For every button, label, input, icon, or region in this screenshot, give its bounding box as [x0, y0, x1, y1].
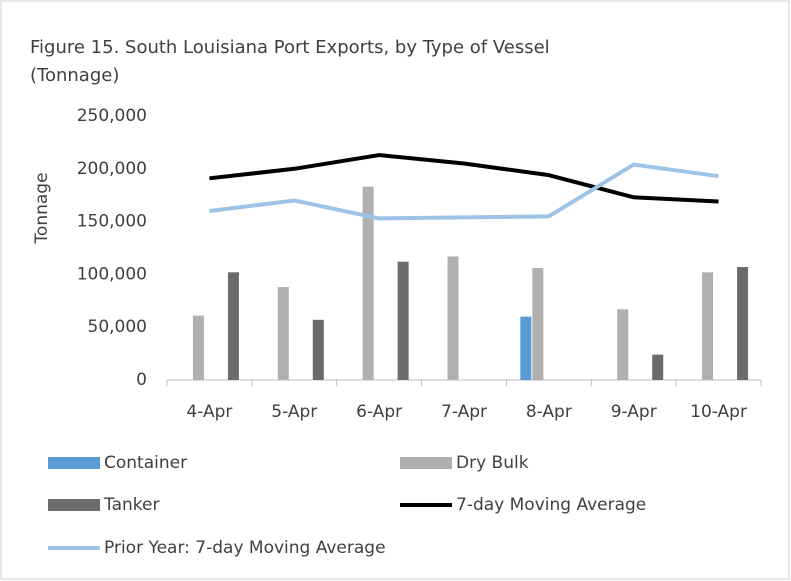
- y-tick-label: 150,000: [77, 212, 147, 232]
- bar: [702, 272, 714, 380]
- legend-swatch: [48, 457, 100, 469]
- bar: [737, 267, 749, 380]
- y-tick-label: 250,000: [77, 106, 147, 126]
- x-tick-label: 4-Apr: [186, 402, 232, 422]
- legend-label: Prior Year: 7-day Moving Average: [104, 538, 386, 558]
- y-tick-label: 50,000: [88, 317, 147, 337]
- bar: [192, 315, 204, 380]
- y-tick-label: 200,000: [77, 159, 147, 179]
- chart-title: Figure 15. South Louisiana Port Exports,…: [30, 37, 550, 86]
- line: [209, 153, 719, 204]
- y-tick-label: 0: [136, 370, 147, 390]
- legend-swatch: [48, 499, 100, 511]
- bar: [617, 309, 629, 380]
- y-axis-label: Tonnage: [32, 172, 52, 244]
- bar: [227, 272, 239, 380]
- bar: [532, 268, 544, 380]
- x-tick-label: 7-Apr: [441, 402, 487, 422]
- legend-label: Container: [104, 453, 187, 473]
- x-tick-label: 10-Apr: [690, 402, 747, 422]
- legend-label: Dry Bulk: [456, 453, 529, 473]
- bar: [277, 287, 289, 380]
- y-tick-label: 100,000: [77, 264, 147, 284]
- bar: [362, 186, 374, 380]
- x-tick-label: 6-Apr: [356, 402, 402, 422]
- line: [209, 162, 719, 221]
- x-tick-label: 5-Apr: [271, 402, 317, 422]
- bar: [312, 319, 324, 380]
- x-tick-label: 8-Apr: [526, 402, 572, 422]
- x-tick-label: 9-Apr: [611, 402, 657, 422]
- bar: [652, 354, 664, 380]
- bar: [447, 256, 459, 380]
- bar: [520, 316, 532, 380]
- legend-label: 7-day Moving Average: [456, 495, 646, 515]
- bar: [397, 261, 409, 380]
- legend-swatch: [400, 457, 452, 469]
- legend-label: Tanker: [103, 495, 159, 515]
